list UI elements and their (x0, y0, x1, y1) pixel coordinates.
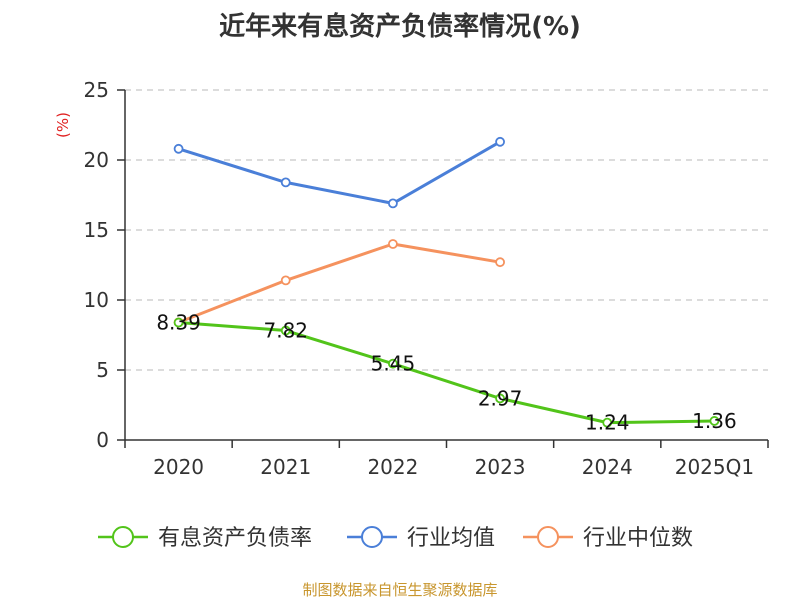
y-tick-label: 15 (84, 218, 109, 242)
y-axis-label: (%) (54, 112, 72, 138)
legend-item: 行业均值 (347, 526, 495, 551)
legend-label: 行业中位数 (583, 526, 693, 551)
series-line (178, 242, 501, 324)
data-point (495, 393, 505, 404)
x-tick-label: 2024 (582, 455, 633, 479)
chart-title: 近年来有息资产负债率情况(%) (219, 12, 581, 42)
x-tick-label: 2021 (260, 455, 311, 479)
legend-item: 行业中位数 (523, 526, 693, 551)
x-tick-label: 2020 (153, 455, 204, 479)
y-tick-label: 25 (84, 78, 109, 102)
x-tick-label: 2023 (475, 455, 526, 479)
y-tick-label: 5 (96, 358, 109, 382)
y-tick-label: 0 (96, 428, 109, 452)
data-point (495, 136, 505, 147)
data-point (280, 177, 291, 188)
data-label: 1.24 (585, 411, 630, 435)
axes: 0 5 10 15 20 25 2020 2021 2022 2023 2024 2025Q1 (%) (54, 78, 769, 479)
series-line (178, 321, 715, 425)
data-point (388, 198, 398, 209)
data-point (495, 257, 505, 268)
data-labels: 8.39 7.82 5.45 2.97 1.24 1.36 (156, 311, 736, 435)
data-point (602, 417, 613, 428)
data-label: 8.39 (156, 311, 201, 335)
legend: 有息资产负债率 行业均值 行业中位数 (98, 526, 693, 551)
data-point (280, 325, 291, 336)
series-lines (173, 136, 720, 428)
legend-label: 有息资产负债率 (158, 526, 312, 551)
y-tick-label: 10 (84, 288, 109, 312)
x-tick-label: 2022 (367, 455, 418, 479)
data-point (709, 416, 720, 426)
data-point (173, 317, 184, 328)
grid-lines (125, 89, 768, 371)
data-point (280, 275, 291, 286)
data-point (388, 239, 398, 249)
legend-marker (112, 526, 134, 548)
source-note: 制图数据来自恒生聚源数据库 (302, 581, 498, 599)
x-tick-label: 2025Q1 (675, 455, 754, 479)
legend-item: 有息资产负债率 (98, 526, 312, 551)
data-label: 7.82 (263, 319, 308, 343)
legend-marker (537, 526, 559, 548)
series-line (178, 140, 501, 205)
data-point (173, 143, 184, 154)
data-label: 2.97 (478, 386, 523, 410)
legend-label: 行业均值 (407, 526, 495, 551)
data-point (388, 358, 398, 369)
legend-marker (361, 526, 383, 548)
data-label: 1.36 (692, 409, 737, 433)
data-label: 5.45 (371, 352, 416, 376)
y-tick-label: 20 (84, 148, 109, 172)
